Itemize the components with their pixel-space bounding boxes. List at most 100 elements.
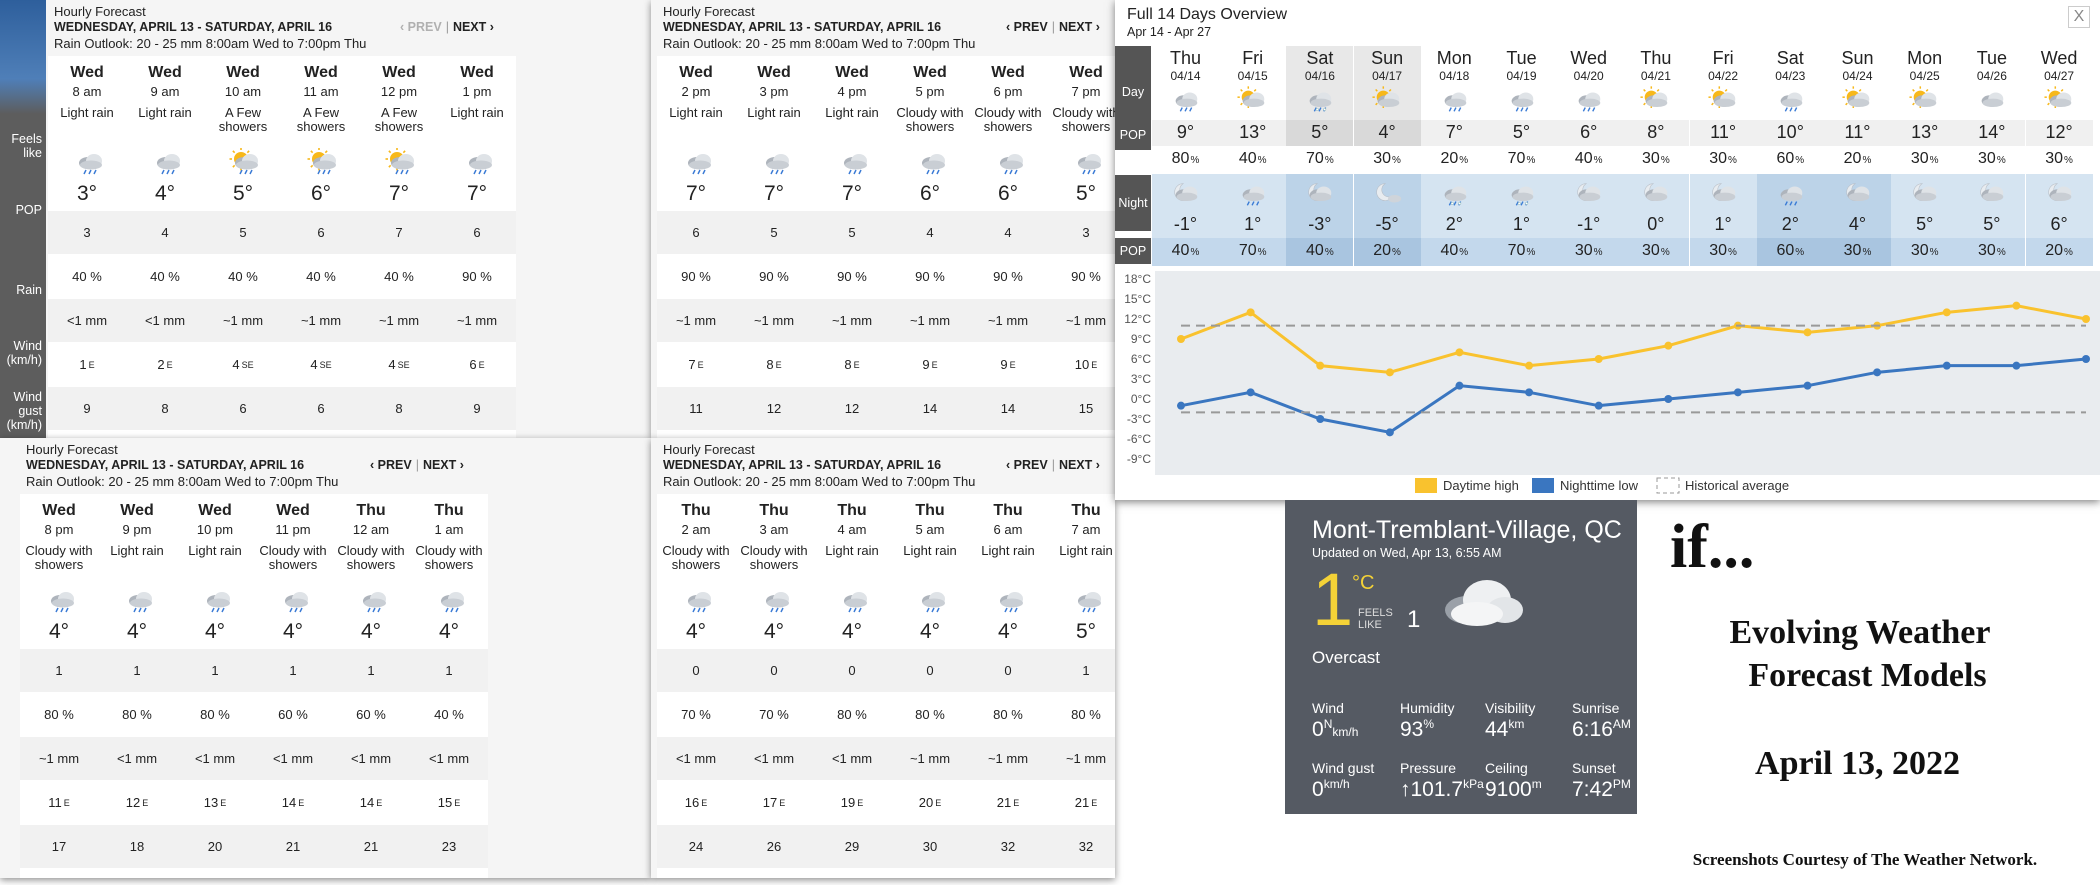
overview-high: 10° bbox=[1776, 122, 1804, 142]
wind-speed: 4 bbox=[310, 357, 318, 372]
rain-cloud-icon bbox=[441, 592, 464, 613]
hourly-forecast-panel: Hourly Forecast WEDNESDAY, APRIL 13 - SAT… bbox=[651, 0, 1115, 438]
overview-high: 4° bbox=[1378, 122, 1396, 142]
pop-unit: % bbox=[1392, 247, 1401, 258]
sun-cloud-icon bbox=[1237, 86, 1265, 108]
overview-day-column: Tue 04/19 5° 70% 1° 70% bbox=[1488, 46, 1555, 266]
wind-speed: 10 bbox=[1074, 357, 1090, 372]
hour-condition: Cloudy with showers bbox=[25, 543, 93, 572]
rain-cloud-icon bbox=[1175, 92, 1198, 112]
hour-column: Wed 8 pm Cloudy with showers 4° 1 80 % ~1 mm 11… bbox=[20, 494, 98, 878]
moon-cloud-icon bbox=[1913, 183, 1937, 202]
hour-rain-amount: <1 mm bbox=[332, 737, 410, 780]
wind-speed: 9 bbox=[922, 357, 930, 372]
pop-unit: % bbox=[1728, 247, 1737, 258]
hour-temp: 3° bbox=[76, 182, 98, 205]
hour-wind: 20 E bbox=[891, 781, 969, 824]
next-button[interactable]: NEXT › bbox=[1058, 458, 1100, 472]
y-tick-label: 12°C bbox=[1124, 312, 1151, 326]
data-point bbox=[1733, 388, 1742, 397]
hour-feels-like: 1 bbox=[176, 649, 254, 692]
hour-wind-gust: 14 bbox=[969, 387, 1047, 430]
hour-rain-amount: ~1 mm bbox=[1047, 299, 1115, 342]
hour-feels-like: 1 bbox=[410, 649, 488, 692]
hour-rain-amount: <1 mm bbox=[657, 737, 735, 780]
pagination: ‹ PREV | NEXT › bbox=[370, 458, 464, 472]
hour-condition: Light rain bbox=[825, 105, 879, 120]
hour-day: Wed bbox=[679, 64, 713, 81]
overview-low: -1° bbox=[1173, 214, 1198, 234]
hour-wind-gust: 32 bbox=[1047, 825, 1115, 868]
row-label-wind: Wind (km/h) bbox=[6, 339, 42, 367]
hour-temp: 5° bbox=[1075, 620, 1097, 643]
overview-high: 9° bbox=[1176, 122, 1195, 142]
wind-speed: 21 bbox=[1074, 795, 1090, 810]
stat-value: 0km/h bbox=[1312, 777, 1374, 802]
overview-day-column: Sat 04/16 5° 70% -3° 40% bbox=[1286, 46, 1354, 266]
legend-swatch bbox=[1656, 477, 1680, 494]
hour-wind-gust: 12 bbox=[813, 387, 891, 430]
prev-button[interactable]: ‹ PREV bbox=[370, 458, 412, 472]
overview-low: 1° bbox=[1512, 214, 1531, 234]
hour-time: 8 pm bbox=[44, 522, 74, 537]
moon-cloud-icon bbox=[1980, 183, 2004, 202]
stat-unit: kPa bbox=[1463, 777, 1484, 791]
hour-pop: 90 % bbox=[837, 269, 867, 284]
stat-number: 7:42 bbox=[1572, 778, 1613, 801]
overview-pop-day: 20% bbox=[1824, 150, 1891, 168]
next-button[interactable]: NEXT › bbox=[1058, 20, 1100, 34]
overview-pop-night: 20% bbox=[2026, 242, 2093, 260]
overview-date: 04/27 bbox=[2044, 69, 2075, 83]
overview-pop-night: 30% bbox=[1891, 242, 1958, 260]
next-button[interactable]: NEXT › bbox=[452, 20, 494, 34]
stat-value: 0Nkm/h bbox=[1312, 717, 1358, 742]
prev-button[interactable]: ‹ PREV bbox=[400, 20, 442, 34]
next-button[interactable]: NEXT › bbox=[422, 458, 464, 472]
pop-value: 40 bbox=[1171, 242, 1190, 259]
hour-time: 11 am bbox=[303, 84, 339, 99]
overview-pop-night: 30% bbox=[1690, 242, 1757, 260]
pop-unit: % bbox=[1392, 155, 1401, 166]
hour-rain-amount: ~1 mm bbox=[735, 299, 813, 342]
close-icon[interactable]: X bbox=[2068, 6, 2090, 28]
data-point bbox=[1664, 395, 1673, 403]
hour-pop: 90 % bbox=[759, 269, 789, 284]
hour-column: Wed 11 pm Cloudy with showers 4° 1 60 % <1 mm 1… bbox=[254, 494, 332, 878]
hour-feels-like: 3 bbox=[1047, 211, 1115, 254]
overview-pop-day: 20% bbox=[1421, 150, 1488, 168]
hour-time: 10 am bbox=[224, 84, 262, 99]
moon-cloud-icon bbox=[1174, 183, 1198, 202]
hour-pop: 70 % bbox=[759, 707, 789, 722]
stat-value: 7:42PM bbox=[1572, 777, 1631, 802]
data-point bbox=[1316, 361, 1325, 370]
data-point bbox=[1385, 428, 1394, 437]
hour-pop: 80 % bbox=[993, 707, 1023, 722]
hour-temp: 6° bbox=[997, 182, 1019, 205]
hour-rain-amount: ~1 mm bbox=[657, 299, 735, 342]
prev-button[interactable]: ‹ PREV bbox=[1006, 20, 1048, 34]
pop-unit: % bbox=[1795, 155, 1805, 166]
wind-direction: E bbox=[857, 797, 864, 808]
wind-speed: 20 bbox=[918, 795, 934, 810]
overview-day-column: Sun 04/17 4° 30% -5° 20% bbox=[1353, 46, 1421, 266]
rain-cloud-icon bbox=[363, 592, 386, 613]
hour-feels-like: 5 bbox=[813, 211, 891, 254]
rain-cloud-icon bbox=[766, 154, 789, 175]
hour-pop: 40 % bbox=[306, 269, 336, 284]
hour-pop: 40 % bbox=[150, 269, 180, 284]
temperature-chart: 18°C 15°C 12°C 9°C 6°C 3°C 0°C -3°C -6°C -9°C Dayt… bbox=[1124, 271, 2100, 494]
pop-unit: % bbox=[1728, 155, 1737, 166]
hour-column: Wed 12 pm A Few showers 7° 7 40 % ~1 mm 4 SE 8 bbox=[360, 56, 438, 438]
hour-column: Wed 11 am A Few showers 6° 6 40 % ~1 mm 4 SE 6 bbox=[282, 56, 360, 438]
hour-rain-amount: <1 mm bbox=[98, 737, 176, 780]
hourly-date-range: WEDNESDAY, APRIL 13 - SATURDAY, APRIL 16 bbox=[663, 20, 942, 34]
overview-day-column: Fri 04/22 11° 30% 1° 30% bbox=[1689, 46, 1757, 266]
hour-column: Thu 6 am Light rain 4° 0 80 % ~1 mm 21 E 32 bbox=[969, 494, 1047, 878]
prev-button[interactable]: ‹ PREV bbox=[1006, 458, 1048, 472]
hour-pop: 90 % bbox=[1071, 269, 1101, 284]
wind-direction: E bbox=[376, 797, 383, 808]
overview-low: -1° bbox=[1577, 214, 1601, 234]
data-point bbox=[2012, 301, 2021, 310]
stat-unit: N bbox=[1323, 717, 1333, 731]
